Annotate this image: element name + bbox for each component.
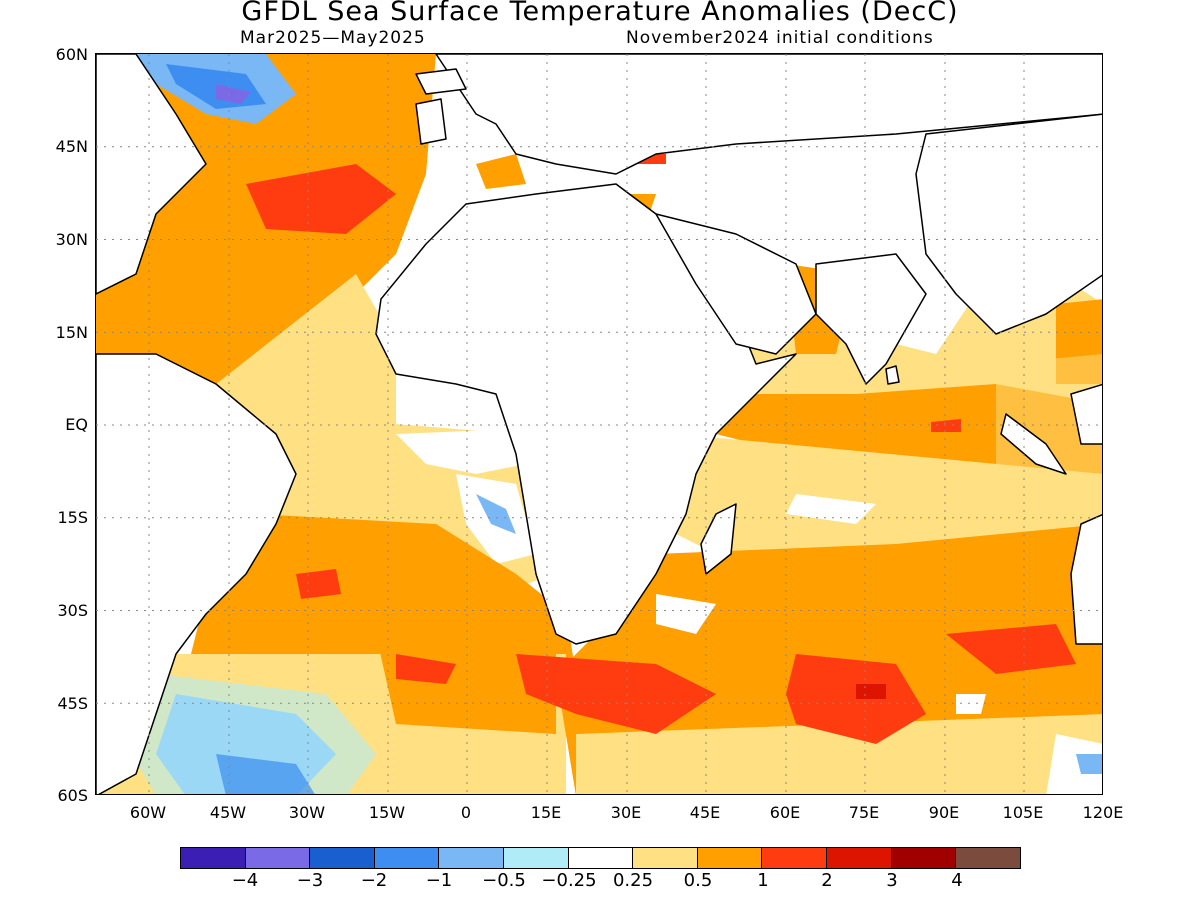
- east-asia: [915, 113, 1102, 335]
- lon-label-15w: 15W: [368, 803, 406, 822]
- lat-label-60n: 60N: [55, 45, 88, 64]
- map-frame: [95, 53, 1103, 795]
- colorbar-tick: 1: [757, 870, 769, 891]
- lon-label-30e: 30E: [610, 803, 642, 822]
- lon-label-60e: 60E: [769, 803, 801, 822]
- lon-label-0: 0: [460, 803, 472, 822]
- iceland: [415, 68, 467, 95]
- colorbar: [180, 847, 1021, 869]
- colorbar-tick: −0.25: [541, 870, 597, 891]
- colorbar-box: [697, 848, 763, 868]
- southern-ocean-warm-band: [516, 654, 716, 734]
- colorbar-box: [568, 848, 634, 868]
- colorbar-box: [827, 848, 892, 868]
- british-isles: [415, 98, 447, 145]
- lon-label-105e: 105E: [1002, 803, 1044, 822]
- lon-label-45w: 45W: [209, 803, 247, 822]
- lon-label-45e: 45E: [689, 803, 721, 822]
- lon-label-60w: 60W: [129, 803, 167, 822]
- colorbar-tick: 0.25: [612, 870, 654, 891]
- madagascar: [700, 503, 737, 575]
- lon-label-90e: 90E: [928, 803, 960, 822]
- lon-label-120e: 120E: [1082, 803, 1124, 822]
- lat-label-15n: 15N: [55, 323, 88, 342]
- lat-label-45s: 45S: [57, 694, 88, 713]
- lat-label-15s: 15S: [57, 508, 88, 527]
- lat-label-45n: 45N: [55, 137, 88, 156]
- colorbar-tick: −3: [296, 870, 324, 891]
- colorbar-box: [633, 848, 698, 868]
- south-america: [96, 353, 297, 794]
- colorbar-tick: −2: [360, 870, 388, 891]
- sumatra: [1000, 413, 1067, 475]
- borneo: [1070, 383, 1102, 445]
- sri-lanka: [885, 365, 900, 385]
- initial-conditions: November2024 initial conditions: [626, 28, 934, 48]
- lat-label-30n: 30N: [55, 230, 88, 249]
- lat-label-30s: 30S: [57, 601, 88, 620]
- lon-label-15e: 15E: [530, 803, 562, 822]
- sst-anomaly-map: [96, 54, 1102, 794]
- colorbar-box: [891, 848, 957, 868]
- grid-lines: [96, 54, 1102, 794]
- colorbar-tick: 2: [821, 870, 833, 891]
- europe: [435, 54, 1102, 175]
- colorbar-box: [310, 848, 375, 868]
- forecast-period: Mar2025—May2025: [240, 28, 426, 48]
- india: [815, 253, 927, 385]
- colorbar-box: [245, 848, 311, 868]
- lat-label-eq: EQ: [65, 415, 88, 434]
- colorbar-box: [762, 848, 828, 868]
- africa: [375, 183, 797, 645]
- colorbar-tick: −1: [425, 870, 453, 891]
- north-america: [96, 54, 207, 295]
- colorbar-tick: 0.5: [683, 870, 713, 891]
- australia: [1070, 514, 1102, 645]
- lon-label-75e: 75E: [848, 803, 880, 822]
- colorbar-box: [956, 848, 1020, 868]
- colorbar-tick: 4: [951, 870, 963, 891]
- chart-title: GFDL Sea Surface Temperature Anomalies (…: [241, 0, 959, 27]
- colorbar-tick: 3: [886, 870, 898, 891]
- colorbar-box: [181, 848, 246, 868]
- lon-label-30w: 30W: [288, 803, 326, 822]
- colorbar-box: [504, 848, 569, 868]
- colorbar-box: [374, 848, 440, 868]
- lat-label-60s: 60S: [57, 786, 88, 805]
- continents: [96, 54, 1102, 794]
- colorbar-box: [439, 848, 505, 868]
- colorbar-tick: −4: [231, 870, 259, 891]
- colorbar-tick: −0.5: [482, 870, 526, 891]
